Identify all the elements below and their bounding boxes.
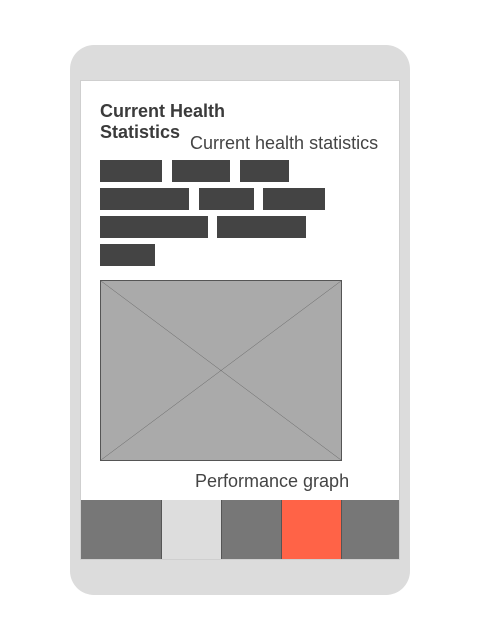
tab-3[interactable] [221, 500, 281, 559]
stat-chip[interactable] [100, 160, 162, 182]
stat-chip[interactable] [100, 216, 208, 238]
stat-chip[interactable] [199, 188, 254, 210]
page-subtitle: Current health statistics [190, 133, 379, 153]
tab-4-active[interactable] [281, 500, 341, 559]
stat-chip[interactable] [240, 160, 289, 182]
tab-2[interactable] [161, 500, 221, 559]
stat-chip[interactable] [263, 188, 325, 210]
page-title: Current Health Statistics [100, 101, 226, 142]
stat-chip[interactable] [217, 216, 306, 238]
performance-graph-placeholder [100, 280, 342, 461]
bottom-tab-bar [81, 500, 399, 559]
tab-5[interactable] [341, 500, 399, 559]
app-screen: Current Health Statistics Current health… [80, 80, 400, 560]
stat-chip[interactable] [172, 160, 230, 182]
image-placeholder-icon [101, 281, 341, 460]
graph-caption: Performance graph [195, 471, 350, 491]
stat-chip[interactable] [100, 188, 189, 210]
stat-chip[interactable] [100, 244, 155, 266]
tab-1[interactable] [81, 500, 161, 559]
